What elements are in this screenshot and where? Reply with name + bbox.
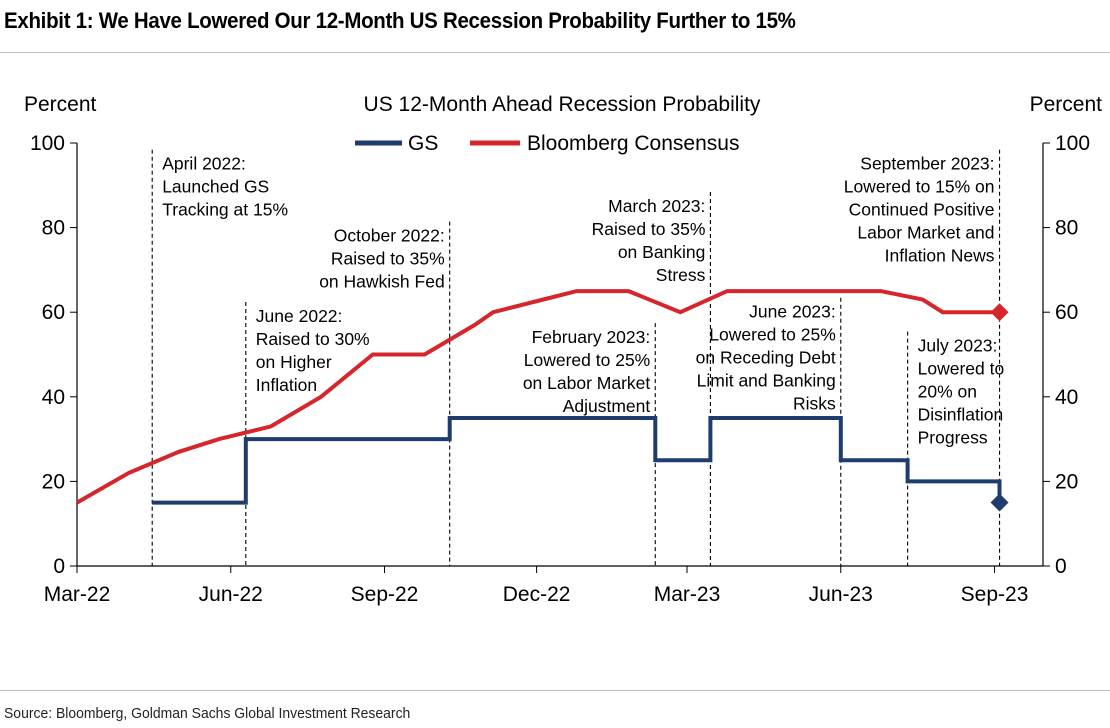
annotation-line: Lowered to (918, 359, 1005, 379)
annotation-line: on Higher (256, 352, 332, 372)
annotation-line: Labor Market and (857, 223, 994, 243)
chart-title: US 12-Month Ahead Recession Probability (364, 93, 761, 116)
annotation-line: Continued Positive (849, 200, 995, 220)
annotation-line: October 2022: (334, 226, 445, 246)
source-note: Source: Bloomberg, Goldman Sachs Global … (4, 705, 411, 722)
annotation-line: Stress (656, 265, 706, 285)
annotation-text: October 2022: Raised to 35% on Hawkish Fed (319, 226, 444, 292)
series-end-marker-bloomberg-consensus (990, 303, 1009, 322)
x-tick-label: Sep-22 (351, 583, 419, 606)
annotation-line: March 2023: (608, 196, 705, 216)
annotation-line: February 2023: (532, 327, 651, 347)
annotation-text: September 2023: Lowered to 15% on Continue… (844, 154, 995, 266)
left-y-tick-label: 60 (42, 301, 65, 324)
right-y-tick-label: 80 (1055, 217, 1078, 240)
annotation-layer: April 2022: Launched GS Tracking at 15% Oct… (151, 149, 1005, 566)
annotation-line: Tracking at 15% (162, 200, 288, 220)
exhibit-title: Exhibit 1: We Have Lowered Our 12-Month … (4, 8, 796, 33)
right-y-tick-label: 60 (1055, 301, 1078, 324)
left-y-tick-label: 100 (30, 132, 65, 155)
annotation-text: July 2023: Lowered to 20% on Disinflation Pr… (918, 336, 1005, 448)
annotation-line: Risks (793, 394, 836, 414)
annotation-text: June 2023: Lowered to 25% on Receding Debt… (696, 302, 836, 414)
annotation-line: Inflation News (885, 246, 995, 266)
annotation-text: April 2022: Launched GS Tracking at 15% (162, 154, 288, 220)
right-axis-label: Percent (1030, 93, 1103, 116)
series-layer (76, 289, 1009, 512)
right-y-tick-label: 20 (1055, 470, 1078, 493)
left-y-tick-label: 20 (42, 470, 65, 493)
x-tick-label: Dec-22 (503, 583, 571, 606)
annotation-line: on Hawkish Fed (319, 272, 444, 292)
right-y-tick-label: 100 (1055, 132, 1090, 155)
legend: GS Bloomberg Consensus (355, 132, 739, 155)
series-end-marker-gs (990, 493, 1009, 512)
title-divider (0, 52, 1110, 53)
series-line-gs (152, 416, 1002, 505)
annotation-line: Raised to 30% (256, 329, 370, 349)
x-tick-label: Jun-22 (199, 583, 263, 606)
annotation-line: Lowered to 15% on (844, 177, 995, 197)
x-tick-label: Mar-23 (654, 583, 721, 606)
recession-probability-chart: US 12-Month Ahead Recession Probability … (24, 93, 1103, 606)
source-divider (0, 690, 1110, 691)
annotation-text: June 2022: Raised to 30% on Higher Inflatio… (256, 306, 370, 395)
annotation-text: March 2023: Raised to 35% on Banking Stress (592, 196, 706, 285)
annotation-line: April 2022: (162, 154, 246, 174)
annotation-line: Limit and Banking (697, 371, 836, 391)
annotation-line: June 2022: (256, 306, 343, 326)
right-y-tick-label: 0 (1055, 555, 1067, 578)
annotation-line: on Receding Debt (696, 348, 836, 368)
annotation-line: on Labor Market (523, 373, 651, 393)
series-line-bloomberg-consensus (76, 289, 1000, 505)
annotation-line: Raised to 35% (592, 219, 706, 239)
annotation-line: Lowered to 25% (524, 350, 650, 370)
annotation-line: Adjustment (563, 396, 651, 416)
axes: 0 0 20 20 40 40 60 60 80 80 100 100 Mar-22 Jun-22 Sep-… (30, 132, 1090, 606)
legend-label-gs: GS (408, 132, 438, 155)
annotation-line: Inflation (256, 375, 317, 395)
annotation-line: Disinflation (918, 405, 1004, 425)
annotation-line: Lowered to 25% (709, 325, 835, 345)
x-tick-label: Mar-22 (44, 583, 111, 606)
left-y-tick-label: 80 (42, 217, 65, 240)
annotation-line: July 2023: (918, 336, 998, 356)
annotation-line: on Banking (618, 242, 706, 262)
annotation-line: Progress (918, 428, 988, 448)
left-y-tick-label: 0 (53, 555, 65, 578)
annotation-line: September 2023: (860, 154, 994, 174)
left-axis-label: Percent (24, 93, 97, 116)
legend-label-bloomberg: Bloomberg Consensus (527, 132, 739, 155)
right-y-tick-label: 40 (1055, 386, 1078, 409)
annotation-line: 20% on (918, 382, 977, 402)
annotation-line: Raised to 35% (331, 249, 445, 269)
x-tick-label: Sep-23 (961, 583, 1029, 606)
annotation-line: Launched GS (162, 177, 269, 197)
x-tick-label: Jun-23 (809, 583, 873, 606)
annotation-text: February 2023: Lowered to 25% on Labor Mar… (523, 327, 651, 416)
left-y-tick-label: 40 (42, 386, 65, 409)
annotation-line: June 2023: (749, 302, 836, 322)
